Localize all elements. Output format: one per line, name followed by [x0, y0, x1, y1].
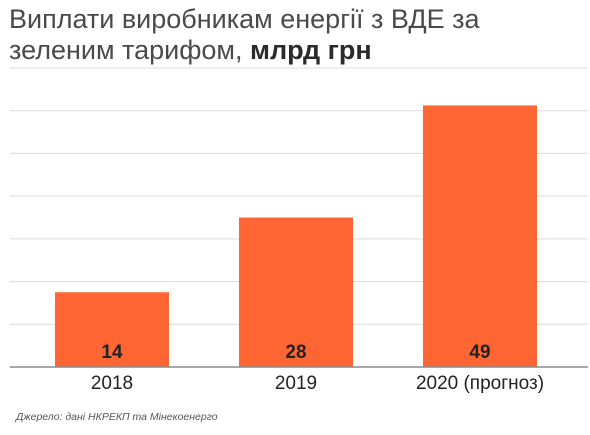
bar-2019 — [239, 217, 353, 367]
data-label: 28 — [285, 342, 306, 363]
x-tick-label: 2019 — [275, 373, 317, 394]
x-tick-label: 2020 (прогноз) — [416, 373, 544, 394]
chart-title: Виплати виробникам енергії з ВДЕ за зеле… — [9, 4, 584, 66]
bar-2018 — [55, 292, 169, 367]
bar-2020 (прогноз) — [423, 105, 537, 367]
data-label: 14 — [101, 342, 123, 363]
data-label: 49 — [469, 342, 490, 363]
x-tick-label: 2018 — [91, 373, 133, 394]
source-note: Джерело: дані НКРЕКП та Мінекоенерго — [16, 411, 218, 423]
chart-title-main: Виплати виробникам енергії з ВДЕ за зеле… — [9, 4, 480, 65]
chart-title-unit: млрд грн — [250, 35, 372, 65]
